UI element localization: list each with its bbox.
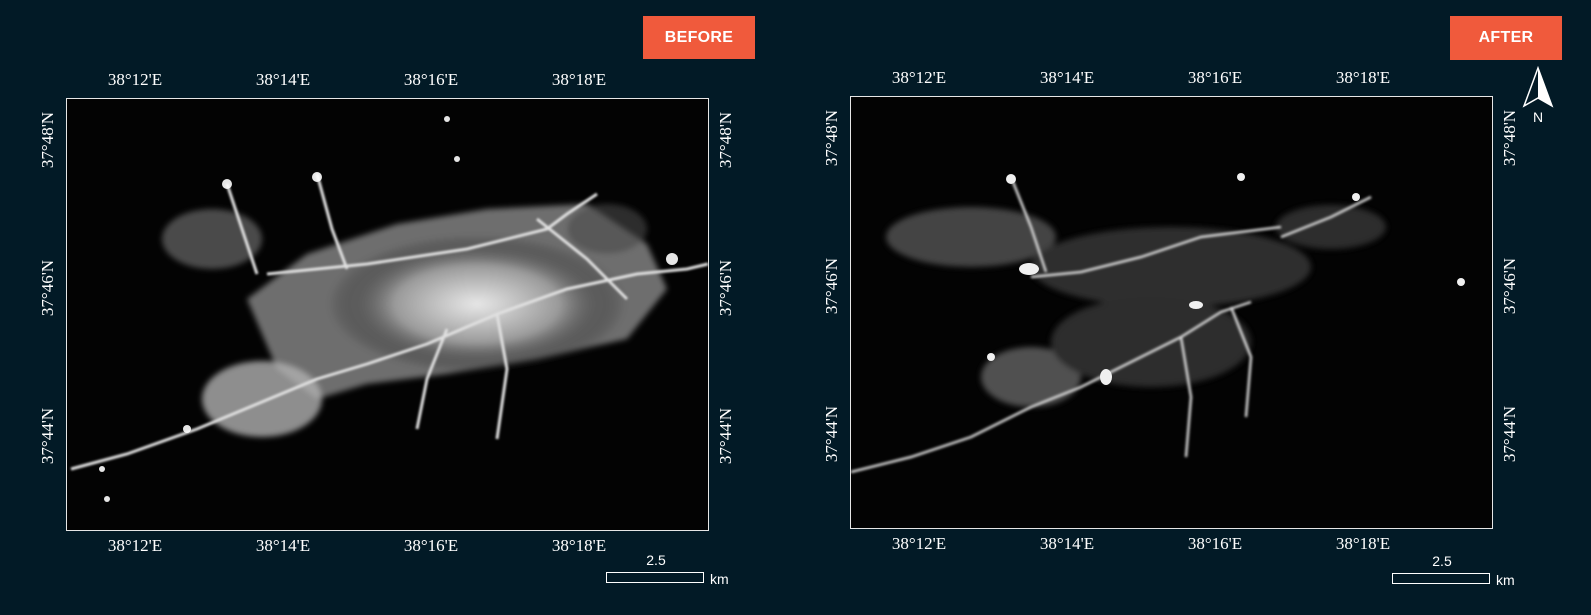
lon-tick-top-2: 38°14'E <box>255 70 311 89</box>
scale-unit: km <box>710 571 729 587</box>
after-map-panel: 38°12'E 38°14'E 38°16'E 38°18'E 38°12'E … <box>822 68 1519 553</box>
lon-tick-top-3: 38°16'E <box>403 70 459 89</box>
lon-tick-bottom-3: 38°16'E <box>1187 534 1243 553</box>
north-arrow-icon: N <box>1520 65 1556 125</box>
scale-bar-rect <box>1392 573 1490 584</box>
lon-tick-top-1: 38°12'E <box>891 68 947 87</box>
lon-tick-bottom-2: 38°14'E <box>1039 534 1095 553</box>
lon-tick-bottom-4: 38°18'E <box>1335 534 1391 553</box>
before-map-panel: 38°12'E 38°14'E 38°16'E 38°18'E 38°12'E … <box>38 70 735 555</box>
before-badge: BEFORE <box>643 16 755 59</box>
lon-tick-bottom-1: 38°12'E <box>891 534 947 553</box>
lon-tick-top-4: 38°18'E <box>551 70 607 89</box>
lon-tick-top-1: 38°12'E <box>107 70 163 89</box>
after-night-light-image <box>850 96 1493 529</box>
before-night-light-image <box>66 98 709 531</box>
lon-tick-bottom-2: 38°14'E <box>255 536 311 555</box>
scale-value: 2.5 <box>1432 553 1452 569</box>
lon-tick-bottom-4: 38°18'E <box>551 536 607 555</box>
lon-tick-top-3: 38°16'E <box>1187 68 1243 87</box>
scale-unit: km <box>1496 572 1515 588</box>
scale-bar-rect <box>606 572 704 583</box>
after-badge: AFTER <box>1450 16 1562 60</box>
lon-tick-top-4: 38°18'E <box>1335 68 1391 87</box>
scale-value: 2.5 <box>646 552 666 568</box>
lon-tick-bottom-3: 38°16'E <box>403 536 459 555</box>
north-label: N <box>1533 109 1543 124</box>
lon-tick-bottom-1: 38°12'E <box>107 536 163 555</box>
lon-tick-top-2: 38°14'E <box>1039 68 1095 87</box>
